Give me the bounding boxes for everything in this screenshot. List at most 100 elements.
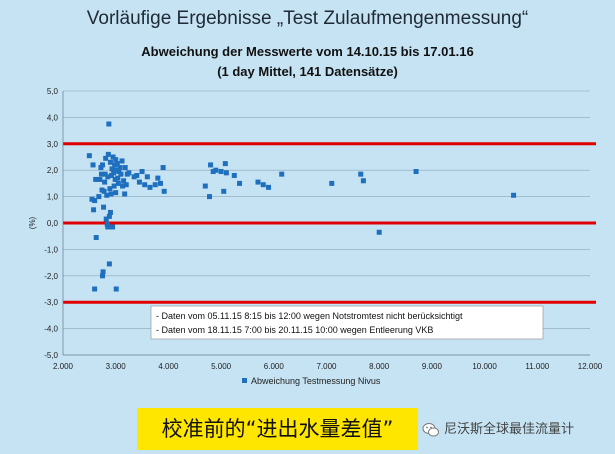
data-point: [105, 224, 111, 230]
data-point: [218, 169, 224, 175]
chart-title: Abweichung der Messwerte vom 14.10.15 bi…: [141, 44, 474, 59]
caption-text: 校准前的“进出水量差值”: [161, 417, 394, 441]
data-point: [86, 153, 92, 159]
x-tick-label: 8.000: [369, 362, 390, 371]
brand-name: 尼沃斯全球最佳流量计: [444, 422, 575, 437]
data-point: [152, 182, 158, 188]
data-point: [108, 191, 114, 197]
x-tick-label: 6.000: [264, 362, 285, 371]
data-point: [89, 196, 95, 202]
y-tick-label: -5,0: [44, 351, 58, 360]
data-point: [119, 158, 125, 164]
y-axis: 5,0 4,0 3,0 2,0 1,0 0,0 -1,0 -2,0 -3,0 -4,0 -5,0: [44, 87, 64, 360]
data-point: [118, 171, 124, 177]
data-point: [112, 176, 118, 182]
data-point: [213, 167, 219, 173]
y-tick-label: -4,0: [44, 325, 58, 334]
y-tick-label: 0,0: [47, 219, 59, 228]
y-tick-label: -2,0: [44, 272, 58, 281]
data-point: [107, 209, 113, 215]
legend: Abweichung Testmessung Nivus: [242, 376, 381, 386]
legend-label: Abweichung Testmessung Nivus: [251, 376, 381, 386]
y-tick-label: -3,0: [44, 298, 58, 307]
data-point: [101, 188, 107, 194]
x-tick-label: 12.000: [578, 362, 603, 371]
caption-banner: 校准前的“进出水量差值”: [137, 408, 418, 450]
data-point: [279, 171, 285, 177]
data-point: [113, 157, 119, 163]
y-tick-label: 4,0: [47, 113, 59, 122]
chart-subtitle: (1 day Mittel, 141 Datensätze): [217, 64, 398, 79]
annotation-line-2: - Daten vom 18.11.15 7:00 bis 20.11.15 1…: [156, 325, 433, 335]
data-point: [329, 180, 335, 186]
data-point: [210, 169, 216, 175]
data-point: [103, 155, 109, 161]
data-point: [106, 261, 112, 267]
x-tick-label: 11.000: [525, 362, 549, 371]
y-tick-label: -1,0: [44, 245, 58, 254]
data-point: [255, 179, 261, 185]
wechat-icon: [422, 423, 439, 437]
data-point: [120, 183, 126, 189]
data-point: [266, 184, 272, 190]
data-point: [160, 165, 166, 171]
data-point: [139, 169, 145, 175]
data-point: [98, 165, 104, 171]
annotation-line-1: - Daten vom 05.11.15 8:15 bis 12:00 wege…: [156, 311, 463, 321]
x-tick-label: 9.000: [422, 362, 443, 371]
data-point: [92, 198, 98, 204]
data-point: [121, 178, 127, 184]
data-point: [136, 179, 142, 185]
data-point: [142, 182, 148, 188]
reference-lines: [63, 142, 596, 304]
data-point: [147, 184, 153, 190]
data-point: [223, 170, 229, 176]
data-point: [155, 175, 161, 181]
data-point: [202, 183, 208, 189]
data-point: [90, 162, 96, 168]
legend-marker: [242, 378, 247, 383]
data-point: [208, 162, 214, 168]
data-point: [102, 171, 108, 177]
data-point: [122, 165, 128, 171]
data-point: [144, 174, 150, 180]
y-tick-label: 3,0: [47, 140, 59, 149]
x-tick-label: 10.000: [472, 362, 497, 371]
x-tick-label: 2.000: [53, 362, 74, 371]
data-point: [105, 151, 111, 157]
data-point: [93, 235, 99, 241]
x-axis: 2.000 3.000 4.000 5.000 6.000 7.000 8.000 9.000…: [53, 354, 603, 371]
data-point: [97, 176, 103, 182]
x-tick-label: 5.000: [211, 362, 232, 371]
brand-logo: 尼沃斯全球最佳流量计: [422, 420, 612, 440]
x-tick-label: 7.000: [316, 362, 337, 371]
y-axis-label: (%): [28, 216, 37, 229]
data-point: [376, 229, 382, 235]
data-point: [115, 180, 121, 186]
data-point: [106, 121, 112, 127]
data-point: [157, 180, 163, 186]
data-point: [98, 171, 104, 177]
scatter-chart: 5,0 4,0 3,0 2,0 1,0 0,0 -1,0 -2,0 -3,0 -4,0 -5,0 2…: [28, 87, 603, 386]
data-point: [358, 171, 364, 177]
data-point: [123, 182, 129, 188]
x-tick-label: 4.000: [158, 362, 179, 371]
slide-title: Vorläufige Ergebnisse „Test Zulaufmengen…: [86, 8, 529, 29]
data-point: [222, 161, 228, 167]
data-point: [92, 286, 98, 292]
data-point: [413, 169, 419, 175]
data-point: [511, 192, 517, 198]
data-point: [110, 224, 116, 230]
data-point: [126, 170, 132, 176]
data-point: [104, 221, 110, 227]
data-series-nivus: [86, 121, 517, 292]
data-point: [113, 190, 119, 196]
data-point: [360, 178, 366, 184]
annotation-box: - Daten vom 05.11.15 8:15 bis 12:00 wege…: [150, 305, 544, 340]
data-point: [134, 172, 140, 178]
x-tick-label: 3.000: [106, 362, 127, 371]
data-point: [116, 169, 122, 175]
y-tick-label: 5,0: [47, 87, 59, 96]
data-point: [110, 154, 116, 160]
data-point: [112, 162, 118, 168]
